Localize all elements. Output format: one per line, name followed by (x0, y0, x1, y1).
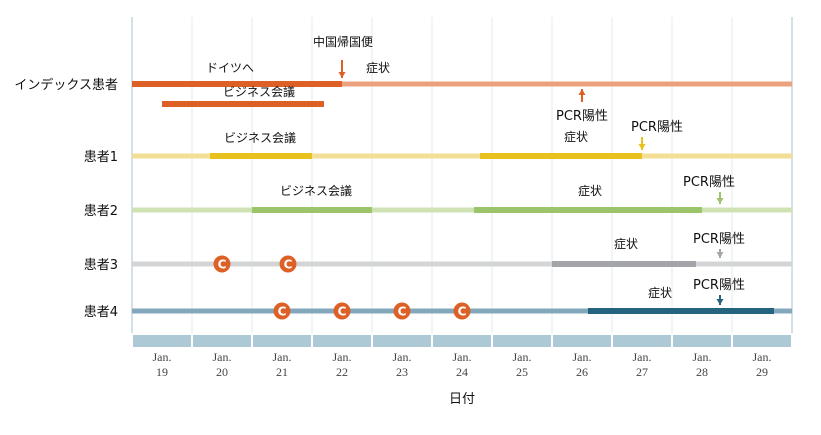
contact-marker (393, 302, 411, 320)
arrow-icon (716, 198, 724, 204)
contact-marker (279, 255, 297, 273)
tick-label-month: Jan. (513, 350, 532, 364)
contact-marker (273, 302, 291, 320)
axis-band-cell (373, 335, 431, 347)
segment-label: ビジネス会議 (280, 184, 352, 198)
pcr-label: PCR陽性 (693, 278, 745, 293)
axis-band-cell (313, 335, 371, 347)
pcr-label: PCR陽性 (631, 120, 683, 135)
tick-label-month: Jan. (753, 350, 772, 364)
event-label: 中国帰国便 (313, 34, 373, 49)
axis-band-cell (133, 335, 191, 347)
segment-label: ドイツへ (206, 61, 254, 75)
contact-marker-label: C (338, 305, 347, 319)
tick-label-month: Jan. (213, 350, 232, 364)
segment-label: 症状 (564, 129, 588, 144)
contact-marker (213, 255, 231, 273)
row-label: 患者2 (84, 204, 118, 219)
axis-band-cell (193, 335, 251, 347)
axis-band-cell (553, 335, 611, 347)
arrow-icon (716, 299, 724, 305)
segment-label: 症状 (614, 236, 638, 251)
row-label: 患者4 (84, 305, 118, 320)
tick-label-month: Jan. (453, 350, 472, 364)
contact-marker-label: C (278, 305, 287, 319)
tick-label-month: Jan. (573, 350, 592, 364)
tick-label-day: 19 (156, 365, 168, 379)
tick-label-day: 26 (576, 365, 588, 379)
arrow-icon (638, 144, 646, 150)
pcr-label: PCR陽性 (683, 175, 735, 190)
axis-band-cell (253, 335, 311, 347)
arrow-icon (716, 252, 724, 258)
tick-label-day: 27 (636, 365, 648, 379)
tick-label-day: 22 (336, 365, 348, 379)
meeting-label: ビジネス会議 (223, 85, 295, 99)
contact-marker (453, 302, 471, 320)
x-axis-label: 日付 (449, 392, 475, 407)
row-label: 患者3 (84, 258, 118, 273)
row-label: 患者1 (84, 150, 118, 165)
contact-marker-label: C (284, 258, 293, 272)
tick-label-day: 23 (396, 365, 408, 379)
tick-label-day: 29 (756, 365, 768, 379)
arrow-icon (578, 89, 586, 95)
pcr-label: PCR陽性 (556, 109, 608, 124)
tick-label-day: 25 (516, 365, 528, 379)
axis-band-cell (613, 335, 671, 347)
tick-label-day: 24 (456, 365, 468, 379)
segment-label: 症状 (366, 60, 390, 75)
tick-label-month: Jan. (633, 350, 652, 364)
tick-label-month: Jan. (393, 350, 412, 364)
contact-marker-label: C (398, 305, 407, 319)
axis-band-cell (673, 335, 731, 347)
tick-label-month: Jan. (273, 350, 292, 364)
row-label: インデックス患者 (14, 77, 118, 93)
tick-label-day: 20 (216, 365, 228, 379)
contact-marker-label: C (458, 305, 467, 319)
tick-label-day: 21 (276, 365, 288, 379)
segment-label: 症状 (578, 183, 602, 198)
arrow-icon (338, 72, 346, 78)
axis-band-cell (733, 335, 791, 347)
contact-marker-label: C (218, 258, 227, 272)
axis-band-cell (493, 335, 551, 347)
axis-band-cell (433, 335, 491, 347)
pcr-label: PCR陽性 (693, 232, 745, 247)
segment-label: 症状 (648, 285, 672, 300)
tick-label-month: Jan. (693, 350, 712, 364)
contact-marker (333, 302, 351, 320)
tick-label-month: Jan. (153, 350, 172, 364)
tick-label-month: Jan. (333, 350, 352, 364)
segment-label: ビジネス会議 (224, 131, 296, 145)
tick-label-day: 28 (696, 365, 708, 379)
